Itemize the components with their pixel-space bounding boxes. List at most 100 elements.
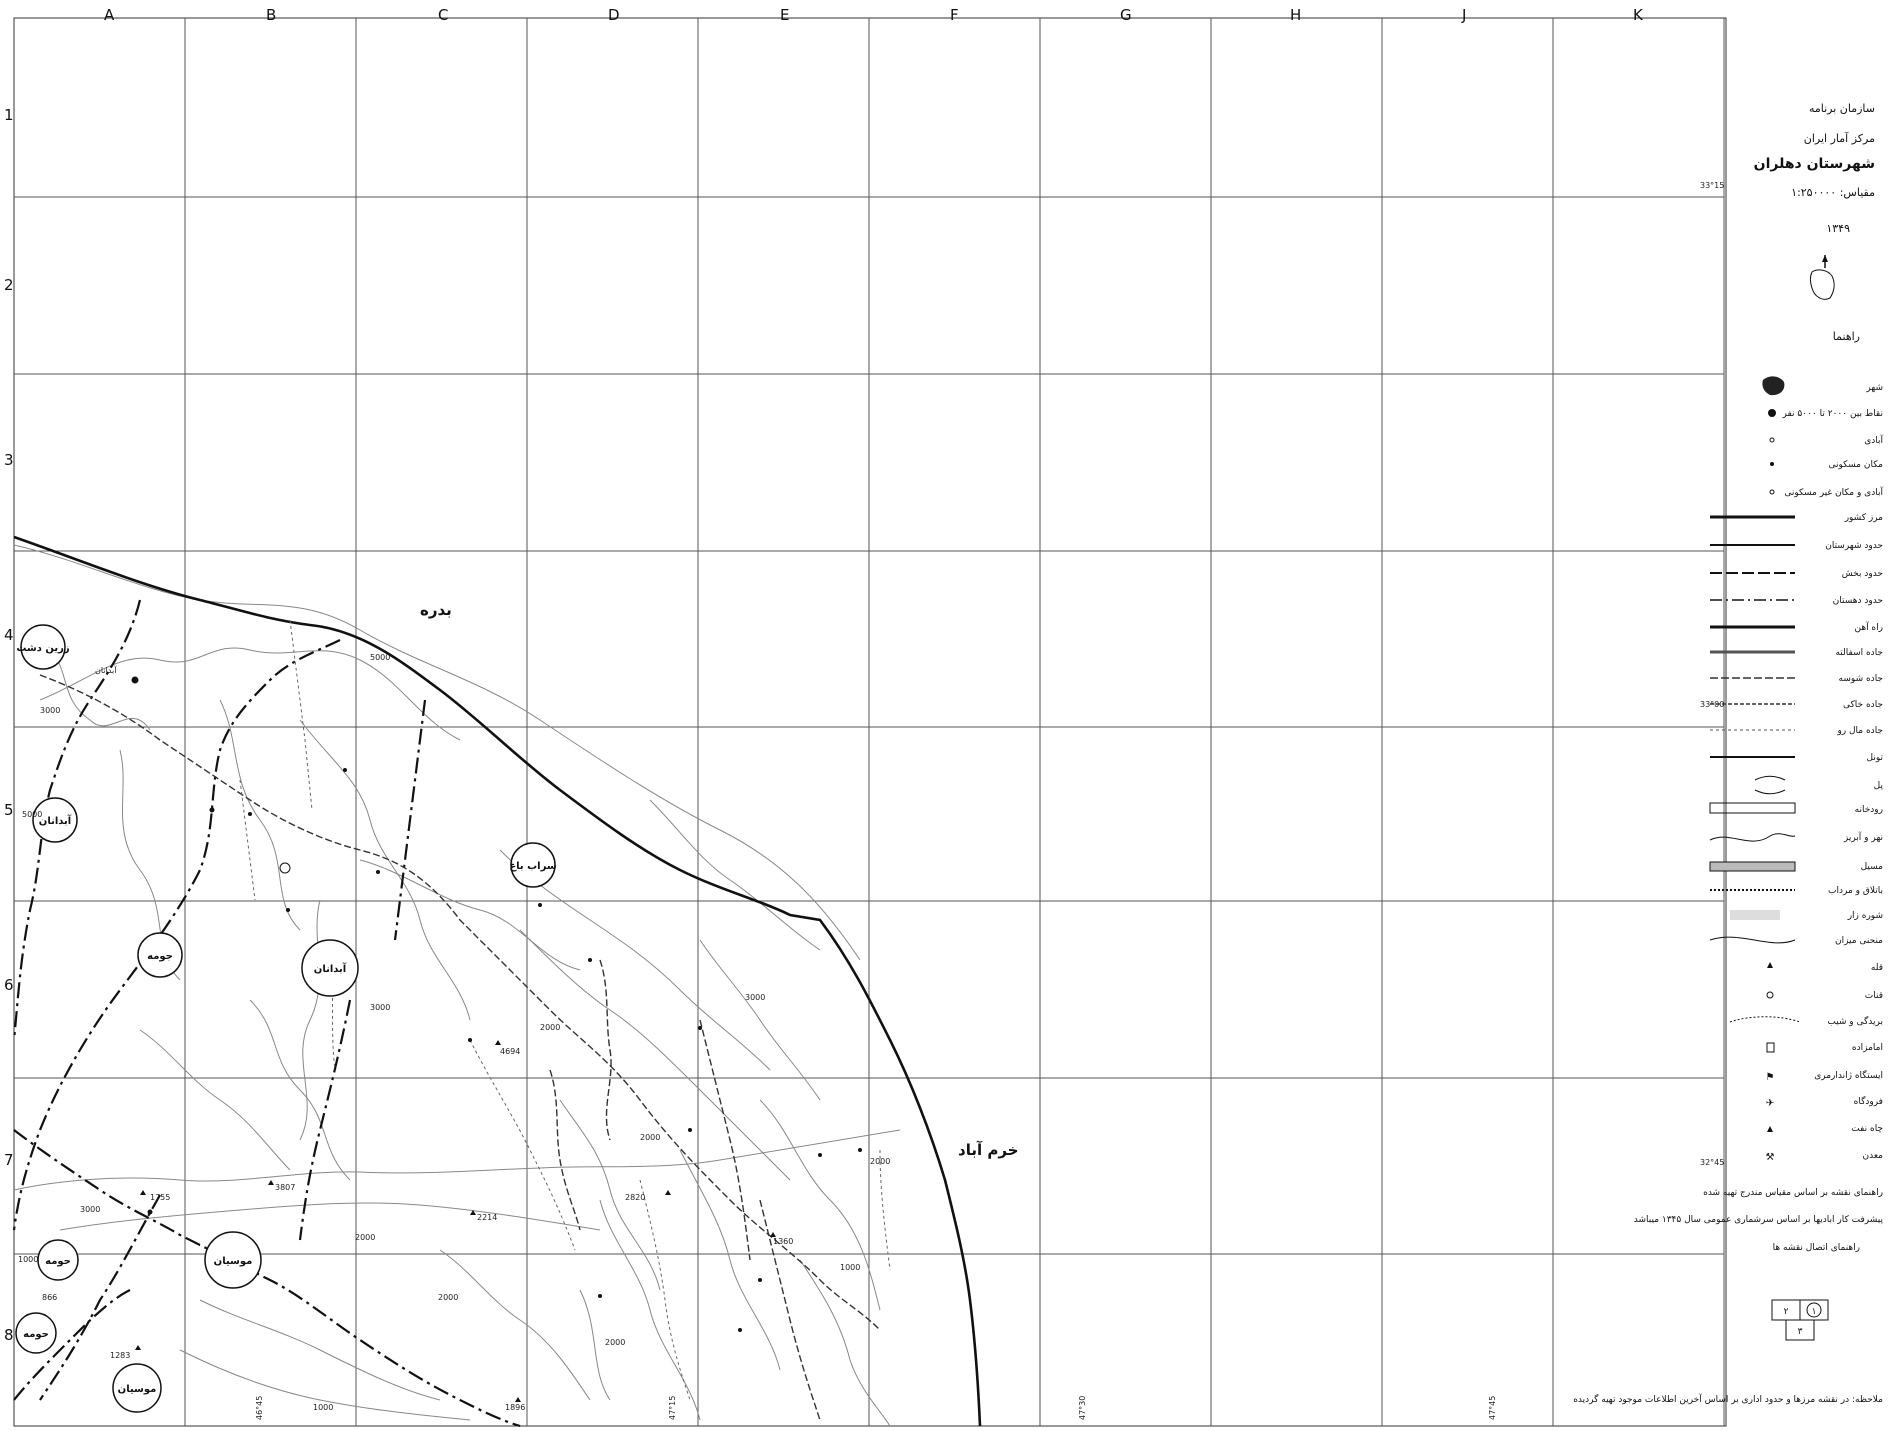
svg-text:2214: 2214 <box>477 1213 497 1222</box>
legend-note-1: راهنمای نقشه بر اساس مقیاس مندرج تهیه شد… <box>1703 1188 1883 1198</box>
coord-bottom-d: 47°45 <box>1488 1396 1497 1420</box>
town-dot-abdanan <box>131 676 139 684</box>
svg-text:3000: 3000 <box>745 993 765 1002</box>
wash-symbol <box>1709 861 1796 872</box>
circle-abdanan-center: آبدانان <box>301 939 359 997</box>
map-frame <box>13 17 1727 1427</box>
district-boundaries <box>12 599 521 1428</box>
svg-text:منحنی میزان: منحنی میزان <box>1835 936 1883 946</box>
city-symbol <box>1762 376 1785 396</box>
svg-text:شهر: شهر <box>1865 383 1883 393</box>
salt-flat-symbol <box>1730 910 1780 920</box>
column-labels: A B C D E F G H J K <box>104 6 1644 24</box>
svg-text:جاده خاکی: جاده خاکی <box>1843 700 1883 710</box>
contour-symbol <box>1709 936 1796 944</box>
svg-text:1360: 1360 <box>773 1237 793 1246</box>
svg-text:3807: 3807 <box>275 1183 295 1192</box>
sheet-index-3: ۳ <box>1798 1327 1803 1337</box>
circle-hoomeh-north: جومه <box>137 932 183 978</box>
bridge-symbol <box>1754 775 1786 795</box>
svg-text:1000: 1000 <box>840 1263 860 1272</box>
coord-top: 33°15 <box>1700 181 1724 190</box>
svg-text:نقاط بین ۲۰۰۰ تا ۵۰۰۰ نفر: نقاط بین ۲۰۰۰ تا ۵۰۰۰ نفر <box>1782 409 1883 419</box>
col-label-f: F <box>950 6 959 24</box>
oil-well-symbol <box>1767 1126 1773 1132</box>
map-year: ۱۳۴۹ <box>1826 222 1850 235</box>
legend-symbols: ⚑ ✈ ⚒ <box>1709 376 1801 1163</box>
svg-text:شوره زار: شوره زار <box>1847 911 1883 921</box>
svg-text:5000: 5000 <box>22 810 42 819</box>
col-label-k: K <box>1633 6 1644 24</box>
svg-text:3000: 3000 <box>40 706 60 715</box>
svg-text:3000: 3000 <box>80 1205 100 1214</box>
village-symbol <box>1769 437 1775 443</box>
shrine-symbol <box>1766 1042 1775 1053</box>
svg-text:حدود شهرستان: حدود شهرستان <box>1825 541 1883 551</box>
gendarmerie-symbol: ⚑ <box>1766 1072 1775 1083</box>
svg-text:حومه: حومه <box>45 1256 71 1267</box>
svg-text:مرز کشور: مرز کشور <box>1844 513 1883 523</box>
coord-low: 32°45 <box>1700 1158 1724 1167</box>
svg-text:2000: 2000 <box>870 1157 890 1166</box>
row-label-4: 4 <box>4 626 14 644</box>
legend-panel: سازمان برنامه مرکز آمار ایران شهرستان ده… <box>1573 102 1883 1405</box>
circle-dehloran: موسیان <box>204 1231 262 1289</box>
svg-text:سراب باغ: سراب باغ <box>509 861 557 872</box>
contour-lines <box>13 544 901 1427</box>
svg-text:راه آهن: راه آهن <box>1854 621 1883 633</box>
svg-text:مسیل: مسیل <box>1861 862 1884 872</box>
legend-heading: راهنما <box>1833 330 1860 343</box>
col-label-h: H <box>1290 6 1301 24</box>
svg-text:رودخانه: رودخانه <box>1855 805 1883 815</box>
svg-text:ایستگاه ژاندارمری: ایستگاه ژاندارمری <box>1814 1069 1883 1081</box>
svg-text:باتلاق و مرداب: باتلاق و مرداب <box>1828 886 1883 896</box>
coordinate-ticks: 33°15 33°00 32°45 46°45 47°15 47°30 47°4… <box>255 181 1724 1420</box>
col-label-g: G <box>1120 6 1132 24</box>
svg-text:حومه: حومه <box>23 1329 49 1340</box>
col-label-d: D <box>608 6 620 24</box>
svg-text:2000: 2000 <box>438 1293 458 1302</box>
large-village-symbol <box>1768 409 1776 417</box>
sheet-index: ۱ ۲ ۳ <box>1771 1299 1829 1341</box>
svg-text:پل: پل <box>1874 781 1884 791</box>
col-label-b: B <box>266 6 276 24</box>
map-title: شهرستان دهلران <box>1754 156 1875 172</box>
cliff-symbol <box>1729 1016 1801 1023</box>
svg-text:866: 866 <box>42 1293 57 1302</box>
row-label-8: 8 <box>4 1326 14 1344</box>
airport-symbol: ✈ <box>1766 1098 1774 1109</box>
svg-text:جاده مال رو: جاده مال رو <box>1836 726 1883 736</box>
town-label-abdanan: آبدانان <box>95 665 117 675</box>
svg-text:آبدانان: آبدانان <box>39 814 72 827</box>
svg-text:زرین دشت: زرین دشت <box>16 643 70 654</box>
circle-hoomeh-south: حومه <box>37 1239 79 1281</box>
circle-abdanan-west: آبدانان <box>32 797 78 843</box>
svg-text:2820: 2820 <box>625 1193 645 1202</box>
row-labels: 1 2 3 4 5 6 7 8 <box>4 106 14 1344</box>
grid-verticals <box>184 18 1725 1426</box>
svg-text:حدود دهستان: حدود دهستان <box>1833 596 1883 606</box>
col-label-c: C <box>438 6 448 24</box>
svg-text:3000: 3000 <box>370 1003 390 1012</box>
coord-bottom-a: 46°45 <box>255 1396 264 1420</box>
svg-text:2000: 2000 <box>605 1338 625 1347</box>
svg-text:آبادی: آبادی <box>1864 434 1883 446</box>
svg-text:چاه نفت: چاه نفت <box>1851 1124 1883 1134</box>
legend-labels: شهر نقاط بین ۲۰۰۰ تا ۵۰۰۰ نفر آبادی مکان… <box>1782 383 1884 1161</box>
row-label-1: 1 <box>4 106 14 124</box>
svg-text:مکان مسکونی: مکان مسکونی <box>1829 460 1884 470</box>
peak-triangles <box>135 1040 776 1402</box>
circle-zarin-dasht: زرین دشت <box>16 624 70 670</box>
svg-text:جاده شوسه: جاده شوسه <box>1839 674 1883 684</box>
svg-text:2000: 2000 <box>355 1233 375 1242</box>
svg-text:2000: 2000 <box>540 1023 560 1032</box>
sheet-index-1: ۱ <box>1812 1307 1817 1317</box>
elevation-labels: 3000 3000 2000 2000 3000 3000 2000 1000 … <box>18 653 890 1412</box>
row-label-2: 2 <box>4 276 14 294</box>
map-scale: مقیاس: ۱:۲۵۰۰۰۰ <box>1791 186 1875 199</box>
svg-text:جاده اسفالته: جاده اسفالته <box>1835 648 1883 658</box>
col-label-e: E <box>780 6 789 24</box>
roads <box>39 674 881 1421</box>
legend-footer: ملاحظه: در نقشه مرزها و حدود اداری بر اس… <box>1573 1393 1883 1405</box>
settlement-dots <box>147 768 862 1332</box>
